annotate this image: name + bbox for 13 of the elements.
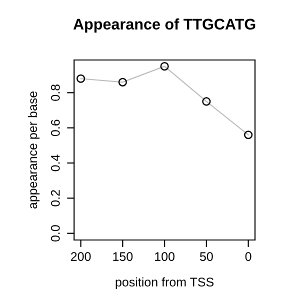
- y-tick-label: 0.4: [50, 154, 60, 172]
- y-axis-title: appearance per base: [28, 91, 40, 209]
- x-tick-label: 100: [155, 252, 174, 261]
- y-tick-label: 0.2: [50, 190, 60, 206]
- chart-title: Appearance of TTGCATG: [73, 18, 256, 33]
- y-tick-label: 0.6: [50, 120, 60, 136]
- x-tick-label: 50: [200, 252, 213, 261]
- y-tick-label: 0.0: [50, 225, 60, 242]
- x-axis-title: position from TSS: [116, 277, 214, 289]
- y-tick-label: 0.8: [50, 84, 60, 101]
- x-tick-label: 150: [113, 252, 133, 261]
- x-tick-label: 200: [71, 252, 91, 261]
- x-tick-label: 0: [245, 252, 252, 261]
